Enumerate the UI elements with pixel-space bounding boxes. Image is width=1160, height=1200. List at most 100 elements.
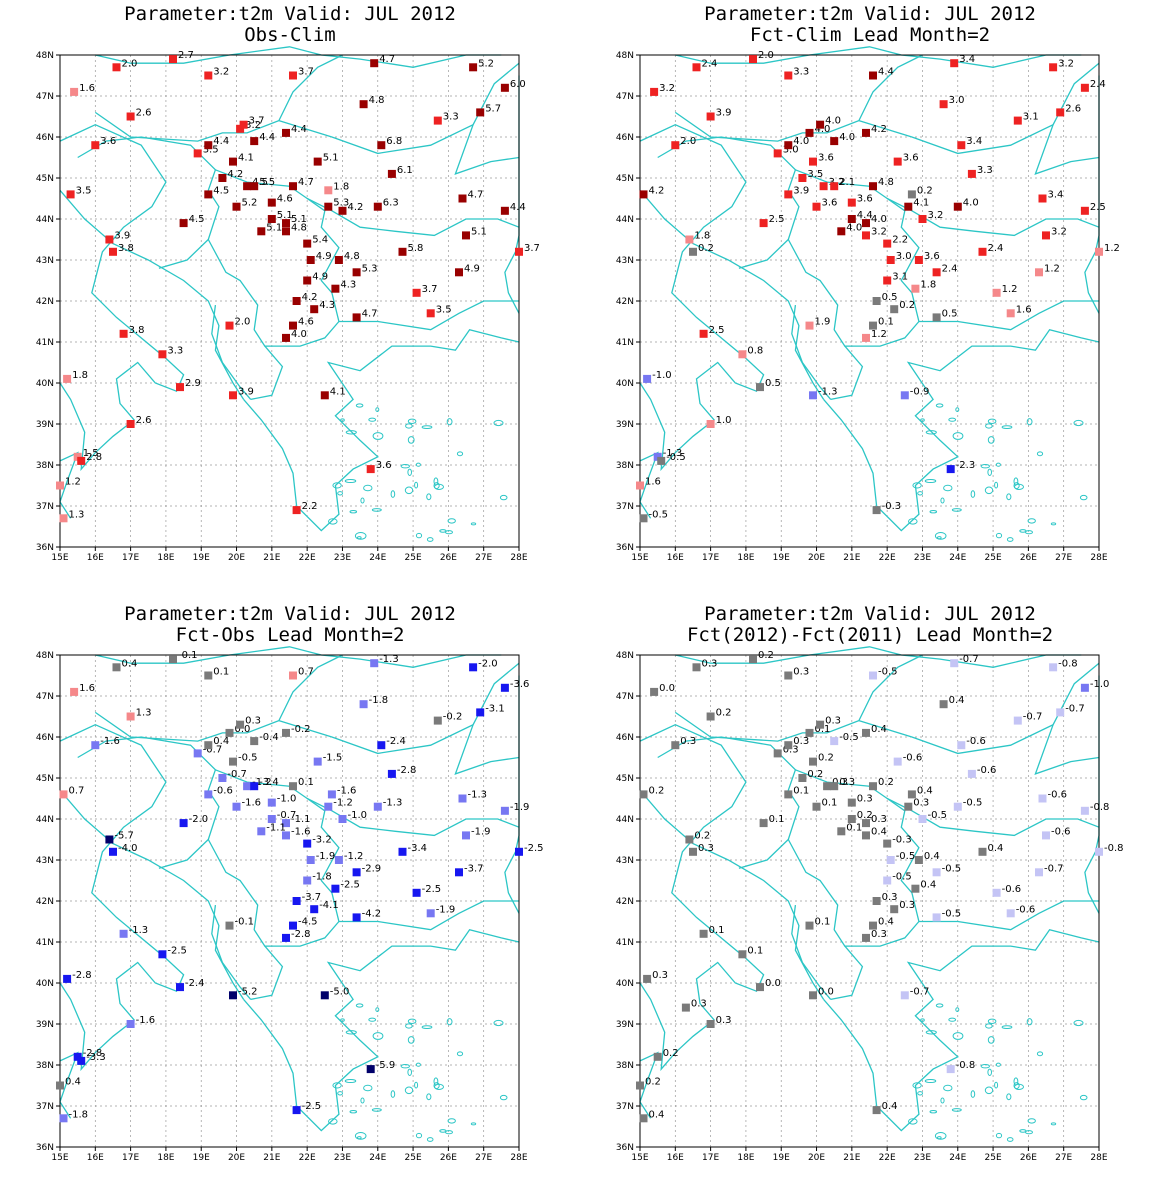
station-value-label: -0.8 [1104,843,1124,854]
station-value-label: 4.0 [871,214,887,225]
station-marker [310,305,319,314]
island [400,1064,410,1069]
station-value-label: -3.6 [510,679,530,690]
station-value-label: -0.5 [666,452,686,463]
station-marker [946,1065,955,1074]
x-tick-label: 20E [228,553,245,563]
station-value-label: 6.1 [397,165,413,176]
station-marker [289,182,297,191]
station-marker [886,856,895,864]
y-tick-label: 37N [616,502,634,512]
station-value-label: 4.0 [963,198,979,209]
y-tick-label: 38N [616,461,634,471]
station-value-label: 1.2 [1104,243,1120,254]
station-marker [883,239,892,248]
station-value-label: 3.5 [436,304,452,315]
coastline [59,189,245,400]
station-marker [1042,231,1050,240]
station-marker [869,782,877,791]
station-marker [126,112,135,121]
island [447,1118,456,1124]
station-value-label: -1.9 [471,826,491,837]
island [943,1084,953,1092]
station-marker [756,383,764,392]
station-value-label: -1.6 [242,798,262,809]
island [970,1090,976,1098]
station-value-label: 3.5 [203,144,219,155]
island [917,1091,924,1096]
station-value-label: 5.8 [408,243,424,254]
island [400,464,410,469]
y-tick-label: 46N [36,133,54,143]
station-marker [992,288,1001,297]
coastline [675,46,1082,68]
coastline [791,905,832,1000]
y-tick-label: 48N [36,51,54,61]
station-marker [939,700,948,709]
x-tick-label: 22E [879,1153,896,1163]
island [952,1032,964,1040]
coastline [639,451,659,519]
station-marker [236,720,245,729]
island [934,1132,947,1140]
island [493,419,504,427]
station-value-label: 4.0 [291,329,307,340]
island [920,1018,925,1022]
station-marker [812,202,821,211]
island [360,497,365,504]
station-marker [289,921,297,930]
coastline [918,900,1099,931]
island [1073,1019,1084,1027]
station-value-label: 0.2 [698,243,714,254]
station-value-label: 0.4 [988,843,1004,854]
coastline [657,736,800,869]
station-value-label: 0.3 [698,843,714,854]
station-marker [229,991,237,1000]
island [937,536,942,540]
station-value-label: 0.1 [815,917,831,928]
station-value-label: 1.8 [920,280,936,291]
y-tick-label: 42N [616,897,634,907]
island [407,418,417,424]
station-value-label: -0.6 [977,765,997,776]
station-value-label: -0.5 [238,753,258,764]
station-value-label: 0.4 [949,695,965,706]
station-value-label: 2.5 [769,214,785,225]
island [1073,419,1084,427]
coastline [211,305,252,400]
island [415,462,421,467]
island [1001,1025,1013,1030]
coastline [215,169,520,237]
station-marker [126,712,135,721]
island [499,494,508,501]
map-plot: 15E 16E 17E 18E 19E 20E 21E 22E 23E 24E 25E 26E 27E 2… [616,46,1120,563]
y-tick-label: 38N [36,1061,54,1071]
x-tick-label: 18E [157,1153,174,1163]
station-marker [918,815,927,823]
station-marker [738,950,747,959]
y-tick-label: 39N [616,1020,634,1030]
station-value-label: 5.7 [485,103,501,114]
station-marker [957,141,966,150]
station-marker [105,235,114,244]
station-marker [334,256,343,264]
panel-title: Parameter:t2m Valid: JUL 2012 [124,3,456,25]
station-marker [914,856,923,864]
station-value-label: 2.6 [1065,103,1081,114]
station-value-label: -1.0 [1090,679,1110,690]
station-marker [1095,247,1103,256]
station-value-label: -0.5 [942,908,962,919]
station-marker [282,333,290,342]
station-value-label: -0.7 [277,810,297,821]
island [940,1097,945,1104]
island [415,1062,421,1067]
station-marker [706,420,715,428]
y-tick-label: 36N [36,1143,54,1153]
x-tick-label: 18E [737,553,754,563]
station-marker [112,663,121,672]
coastline [454,724,520,775]
station-marker [56,1081,64,1090]
station-marker [1013,116,1022,125]
station-marker [218,774,227,782]
panel-obs-clim: Parameter:t2m Valid: JUL 2012 Obs-Clim 1… [0,0,580,600]
